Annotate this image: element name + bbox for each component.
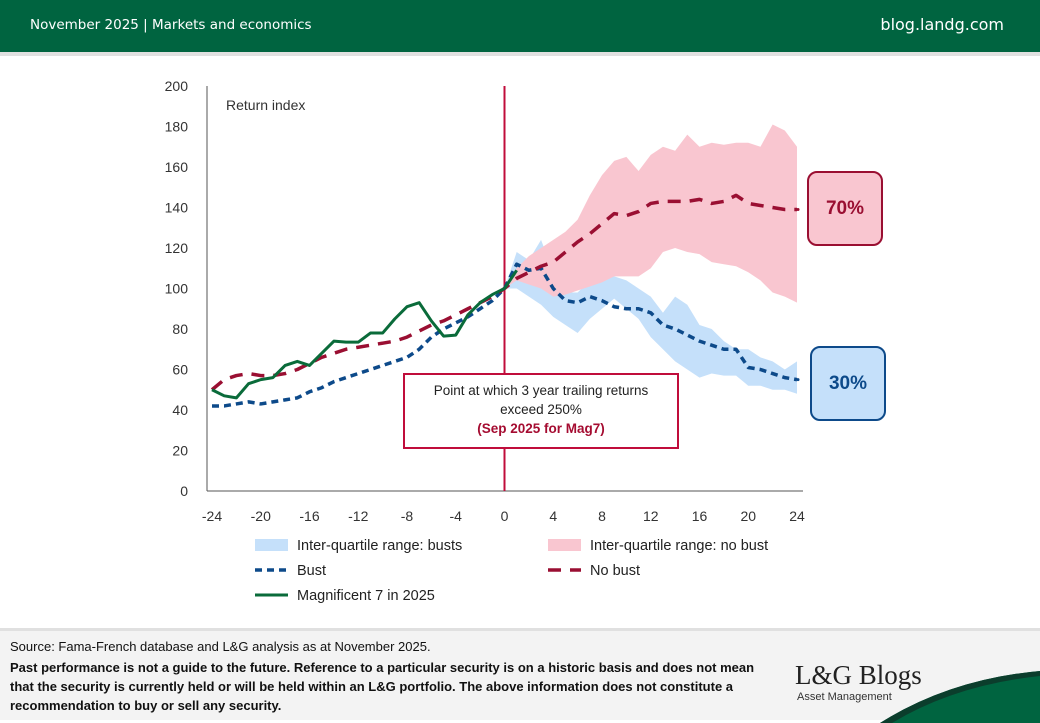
bust-end-marker [796, 378, 800, 382]
x-tick-label: 8 [598, 508, 606, 524]
no-bust-probability-badge: 70% [807, 171, 883, 246]
x-tick-label: -4 [450, 508, 463, 524]
y-tick-label: 80 [172, 321, 188, 337]
y-tick-label: 100 [165, 281, 189, 297]
header-bar: November 2025 | Markets and economics bl… [0, 0, 1040, 52]
y-tick-label: 160 [165, 159, 189, 175]
threshold-annotation: Point at which 3 year trailing returns e… [403, 373, 679, 449]
header-divider [0, 52, 1040, 56]
no-bust-iqr-band [504, 124, 797, 303]
y-tick-label: 0 [180, 483, 188, 499]
x-tick-label: -16 [299, 508, 319, 524]
annotation-line-2: exceed 250% [500, 402, 582, 417]
legend-label: Magnificent 7 in 2025 [297, 588, 435, 604]
y-tick-label: 60 [172, 362, 188, 378]
y-tick-label: 200 [165, 78, 189, 94]
brand-swoosh-icon [880, 671, 1040, 723]
x-tick-label: 20 [740, 508, 756, 524]
lg-blogs-logo: L&G Blogs [795, 660, 922, 690]
y-tick-label: 40 [172, 402, 188, 418]
x-tick-label: -8 [401, 508, 414, 524]
legend-item: Inter-quartile range: busts [255, 538, 462, 554]
legend-label: Bust [297, 563, 326, 579]
legend-label: No bust [590, 563, 640, 579]
logo-subtitle: Asset Management [797, 691, 892, 703]
y-tick-label: 120 [165, 240, 189, 256]
y-tick-label: 180 [165, 119, 189, 135]
bust-line [212, 262, 798, 408]
x-tick-label: 4 [549, 508, 557, 524]
legend-item: No bust [548, 563, 640, 579]
x-tick-label: -20 [251, 508, 271, 524]
legend-label: Inter-quartile range: busts [297, 538, 462, 554]
annotation-highlight: (Sep 2025 for Mag7) [477, 421, 605, 436]
no-bust-end-marker [796, 208, 800, 212]
legend-swatch-bust-band [255, 539, 288, 551]
x-tick-label: 24 [789, 508, 805, 524]
legend-item: Bust [255, 563, 326, 579]
legend-item: Magnificent 7 in 2025 [255, 588, 435, 604]
bust-iqr-band [504, 239, 797, 394]
source-note: Source: Fama-French database and L&G ana… [10, 639, 431, 654]
annotation-line-1: Point at which 3 year trailing returns [433, 383, 649, 398]
footer: Source: Fama-French database and L&G ana… [0, 628, 1040, 723]
legend-item: Inter-quartile range: no bust [548, 538, 768, 554]
legend-swatch-no-bust-band [548, 539, 581, 551]
x-tick-label: 12 [643, 508, 659, 524]
legend-label: Inter-quartile range: no bust [590, 538, 768, 554]
y-tick-label: 140 [165, 200, 189, 216]
x-tick-label: 16 [692, 508, 708, 524]
header-date-category: November 2025 | Markets and economics [30, 17, 312, 33]
disclaimer: Past performance is not a guide to the f… [10, 660, 755, 713]
x-tick-label: -24 [202, 508, 222, 524]
x-tick-label: -12 [348, 508, 368, 524]
header-site-link[interactable]: blog.landg.com [880, 15, 1004, 34]
bust-probability-badge: 30% [810, 346, 886, 421]
y-axis-title: Return index [226, 97, 305, 113]
x-tick-label: 0 [501, 508, 509, 524]
y-tick-label: 20 [172, 443, 188, 459]
mag7-line [211, 269, 518, 400]
